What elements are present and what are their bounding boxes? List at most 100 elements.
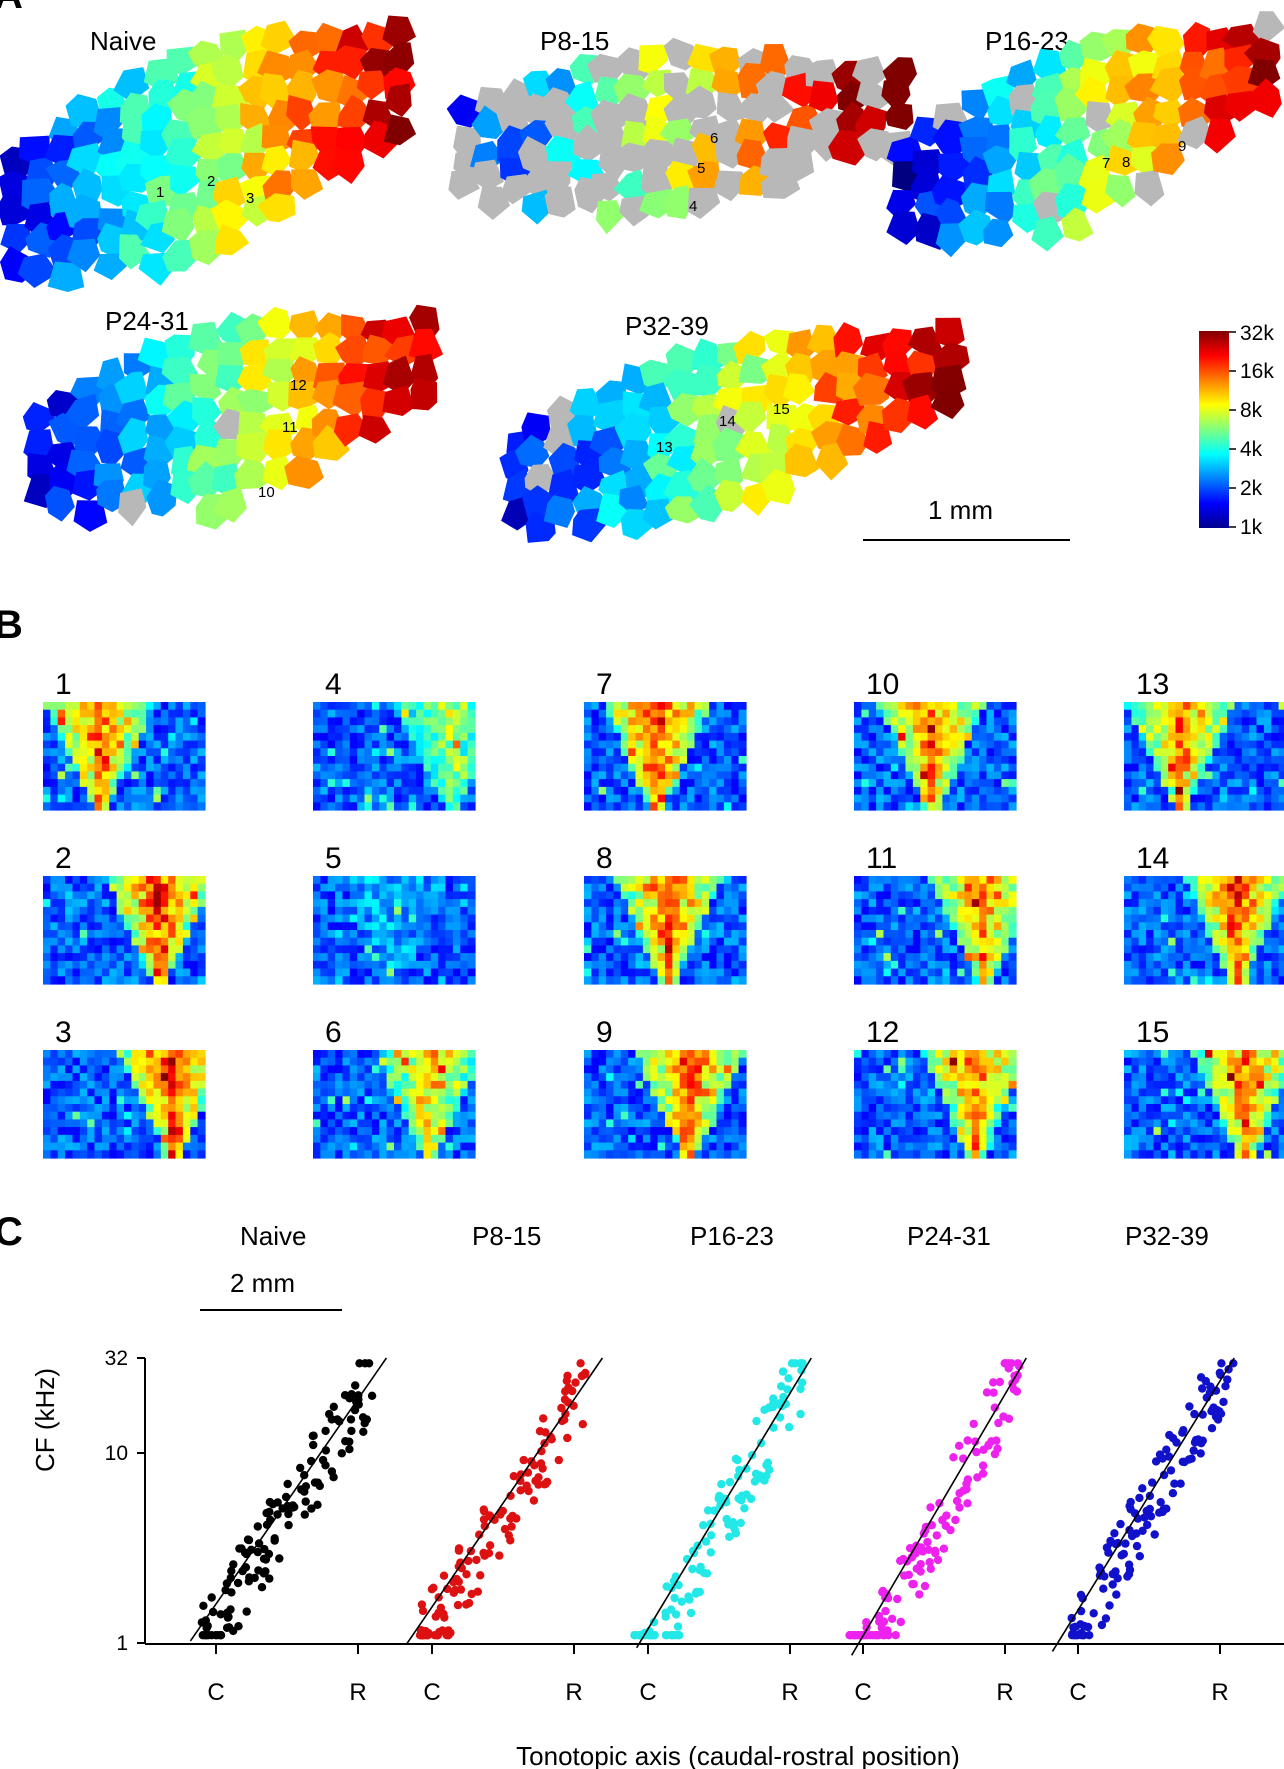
map-cell (284, 455, 324, 490)
tuning-cell (182, 1111, 191, 1120)
tuning-cell (1146, 1134, 1155, 1144)
tuning-cell (190, 922, 199, 931)
tuning-cell (861, 802, 870, 811)
tuning-cell (379, 953, 388, 962)
tuning-cell (949, 794, 958, 803)
tuning-cell (584, 771, 592, 780)
tuning-cell (1227, 937, 1236, 946)
tuning-cell (606, 945, 615, 954)
tuning-cell (430, 914, 439, 923)
tuning-cell (401, 960, 410, 970)
tuning-cell (197, 779, 206, 788)
tuning-cell (467, 1080, 476, 1090)
tuning-cell (364, 740, 373, 749)
tuning-cell (50, 702, 59, 711)
tuning-cell (168, 930, 177, 939)
tuning-cell (716, 1119, 725, 1128)
tuning-cell (971, 968, 980, 977)
tuning-cell (927, 1119, 936, 1128)
tuning-cell (665, 914, 673, 923)
tuning-cell (386, 1119, 395, 1128)
tuning-curve-9: 9 (584, 1016, 747, 1159)
tuning-cell (1263, 891, 1272, 900)
tuning-cell (423, 709, 432, 718)
tuning-cell (1008, 1073, 1017, 1082)
tuning-cell (650, 1119, 659, 1128)
tuning-cell (1241, 976, 1250, 985)
tuning-cell (993, 756, 1002, 765)
tuning-cell (1160, 914, 1169, 923)
tuning-cell (371, 1073, 380, 1082)
tuning-cell (65, 1096, 74, 1105)
tuning-cell (861, 1065, 870, 1074)
tuning-cell (694, 732, 703, 742)
tuning-cell (1168, 725, 1177, 734)
tuning-cell (182, 922, 191, 931)
tuning-cell (65, 786, 74, 796)
tuning-cell (313, 725, 321, 734)
tuning-cell (101, 1088, 110, 1097)
tuning-cell (72, 1065, 81, 1074)
tuning-cell (1205, 922, 1213, 931)
tuning-cell (146, 802, 155, 811)
tuning-cell (927, 937, 936, 946)
tuning-cell (190, 960, 199, 970)
tuning-cell (197, 883, 206, 892)
tuning-cell (1190, 702, 1199, 711)
tuning-cell (327, 968, 336, 977)
tuning-cell (65, 953, 74, 962)
tuning-cell (335, 930, 344, 939)
tuning-cell (1153, 732, 1162, 742)
tuning-cell (65, 794, 74, 803)
tuning-cell (460, 802, 469, 811)
tuning-cell (942, 1134, 951, 1144)
tuning-cell (854, 1150, 862, 1159)
tuning-cell (993, 802, 1002, 811)
tuning-cell (986, 771, 995, 780)
tuning-cell (1278, 802, 1284, 811)
tuning-cell (430, 906, 439, 916)
tuning-cell (124, 937, 132, 946)
tuning-cell (101, 709, 110, 718)
tuning-cell (613, 1065, 622, 1074)
tuning-cell (694, 945, 703, 954)
tuning-cell (327, 1080, 336, 1090)
tuning-cell (116, 763, 125, 772)
tuning-cell (146, 945, 155, 954)
tuning-cell (116, 1050, 125, 1059)
tuning-cell (890, 1057, 899, 1066)
tuning-cell (1160, 1127, 1169, 1136)
tuning-cell (1249, 748, 1258, 757)
tuning-cell (1263, 709, 1272, 718)
tuning-cell (452, 748, 461, 757)
tuning-cell (190, 883, 199, 892)
tuning-cell (1138, 725, 1147, 734)
tuning-cell (109, 756, 118, 765)
tuning-cell (679, 1050, 688, 1059)
tuning-cell (1160, 1080, 1169, 1090)
tuning-cell (124, 1150, 132, 1159)
tuning-cell (79, 725, 88, 734)
tuning-cell (687, 1150, 696, 1159)
tuning-cell (101, 914, 110, 923)
tuning-cell (620, 922, 629, 931)
tuning-cell (445, 1057, 454, 1066)
tuning-cell (912, 1050, 921, 1059)
tuning-cell (335, 1096, 344, 1105)
tuning-cell (635, 914, 644, 923)
tuning-cell (986, 899, 995, 908)
tuning-cell (335, 883, 344, 892)
tuning-cell (949, 1088, 958, 1097)
map-cell (256, 193, 296, 223)
tuning-cell (1153, 740, 1162, 749)
tuning-cell (890, 937, 899, 946)
tuning-cell (72, 802, 81, 811)
tuning-cell (79, 1127, 88, 1136)
tuning-cell (1138, 1073, 1147, 1082)
tuning-cell (1146, 1104, 1155, 1113)
tuning-cell (175, 891, 184, 900)
tuning-cell (1190, 945, 1199, 954)
tuning-cell (79, 922, 88, 931)
tuning-cell (723, 883, 732, 892)
tuning-cell (876, 914, 885, 923)
